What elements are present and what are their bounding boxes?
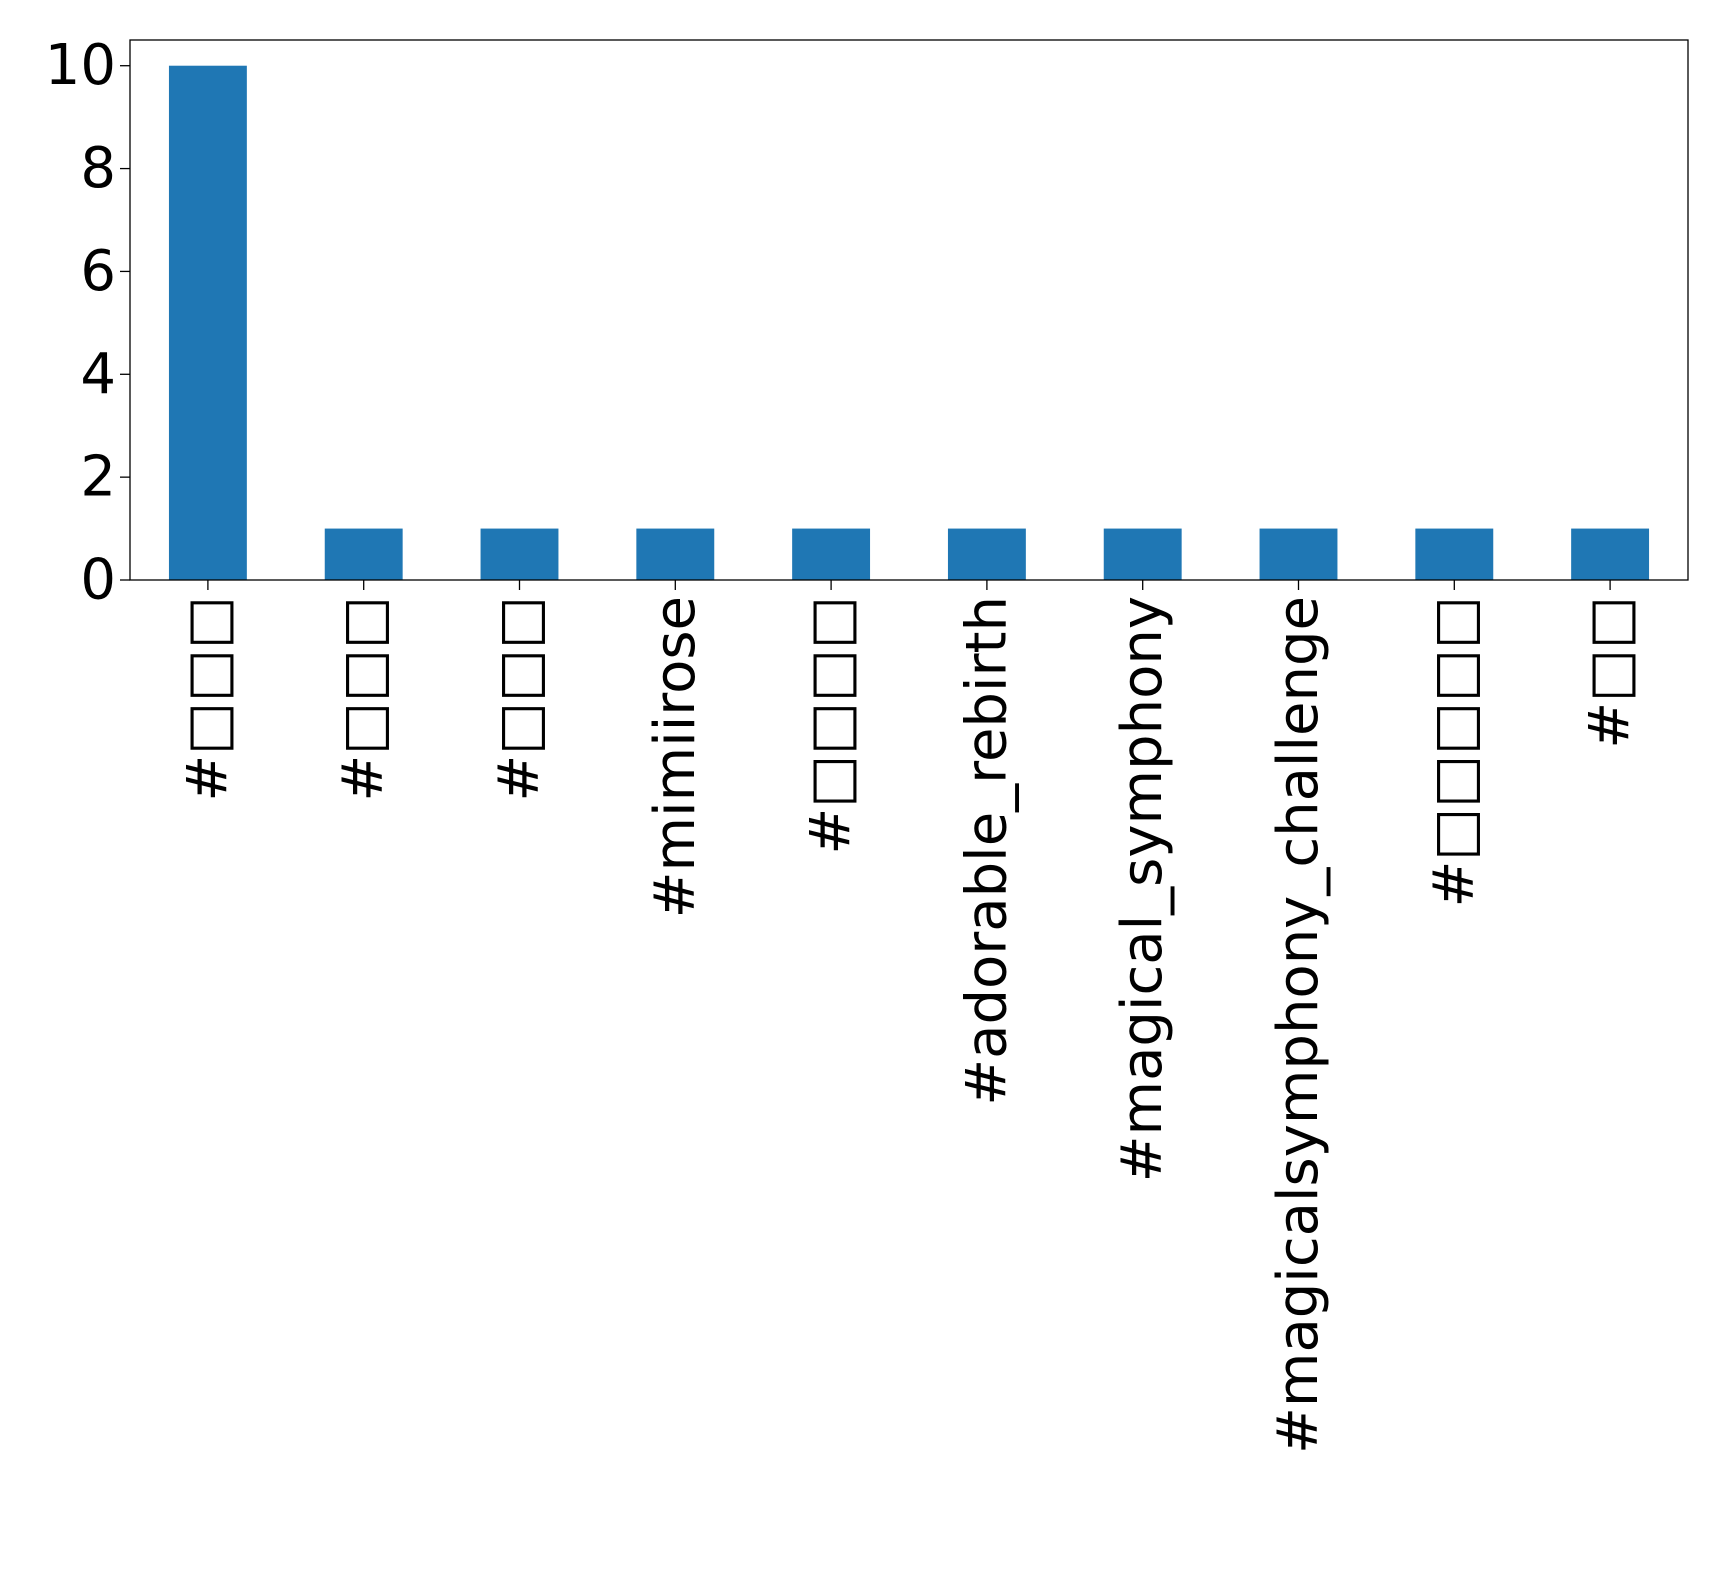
y-tick-label-0: 0: [80, 548, 116, 613]
bar-9: [1571, 528, 1650, 580]
x-tick-label-3: #mimiirose: [643, 596, 708, 918]
x-tick-label-1: #□□□: [331, 596, 396, 802]
bar-4: [792, 528, 871, 580]
bar-7: [1259, 528, 1338, 580]
bar-3: [636, 528, 715, 580]
x-axis: #□□□ #□□□ #□□□ #mimiirose #□□□□ #adorable_reb…: [175, 580, 1643, 1454]
y-tick-label-1: 2: [80, 445, 116, 510]
x-tick-label-6: #magical_symphony: [1110, 596, 1175, 1182]
x-tick-label-2: #□□□: [487, 596, 552, 802]
x-tick-label-4: #□□□□: [799, 596, 864, 855]
bar-2: [480, 528, 559, 580]
bar-0: [168, 65, 247, 580]
x-tick-label-0: #□□□: [175, 596, 240, 802]
x-tick-label-8: #□□□□□: [1422, 596, 1487, 907]
x-tick-label-7: #magicalsymphony_challenge: [1266, 596, 1331, 1454]
plot-frame: [129, 39, 1689, 581]
bar-8: [1415, 528, 1494, 580]
y-tick-label-5: 10: [45, 33, 116, 98]
y-tick-label-4: 8: [80, 136, 116, 201]
bar-6: [1103, 528, 1182, 580]
y-tick-label-2: 4: [80, 342, 116, 407]
y-axis: 0 2 4 6 8 10: [45, 33, 130, 613]
x-tick-label-5: #adorable_rebirth: [954, 596, 1019, 1106]
bars-layer: [168, 65, 1650, 580]
bar-1: [324, 528, 403, 580]
bar-5: [947, 528, 1026, 580]
y-tick-label-3: 6: [80, 239, 116, 304]
x-tick-label-9: #□□: [1578, 596, 1643, 749]
